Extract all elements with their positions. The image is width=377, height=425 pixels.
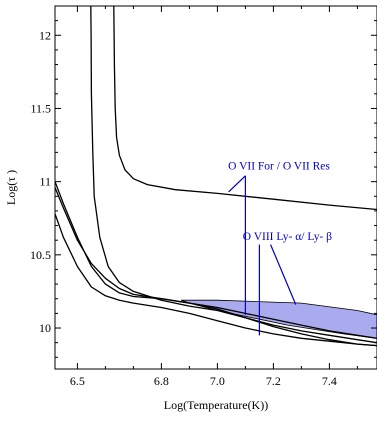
y-tick-label: 10	[39, 321, 51, 335]
x-axis-title: Log(Temperature(K))	[164, 398, 268, 412]
x-tick-label: 6.5	[70, 374, 85, 388]
annotation-label-2: O VIII Ly- α/ Ly- β	[243, 231, 332, 243]
x-tick-label: 7.4	[322, 374, 337, 388]
series-line-1	[113, 6, 377, 211]
y-tick-label: 10.5	[30, 248, 51, 262]
annotation-pointer-line	[228, 175, 246, 193]
series-layer	[55, 6, 377, 347]
annotation-pointer-line	[270, 244, 297, 305]
annotation-label-1: O VII For / O VII Res	[228, 161, 330, 173]
plot-frame	[54, 5, 377, 370]
series-line-5	[55, 213, 377, 347]
x-tick-label: 7.0	[210, 374, 225, 388]
tick-layer: 6.5 6.8 7.0 7.2 7.4 10 10.5 11 11.5 12	[30, 6, 377, 388]
y-tick-label: 11	[39, 175, 51, 189]
x-tick-label: 7.2	[266, 374, 281, 388]
series-line-2	[90, 6, 377, 344]
y-tick-label: 11.5	[30, 101, 51, 115]
y-tick-label: 12	[39, 28, 51, 42]
series-line-4	[55, 187, 377, 339]
y-axis-title: Log(τ )	[4, 170, 18, 205]
annotation-layer: O VII For / O VII Res O VIII Ly- α/ Ly- β	[228, 161, 332, 336]
x-tick-label: 6.8	[154, 374, 169, 388]
